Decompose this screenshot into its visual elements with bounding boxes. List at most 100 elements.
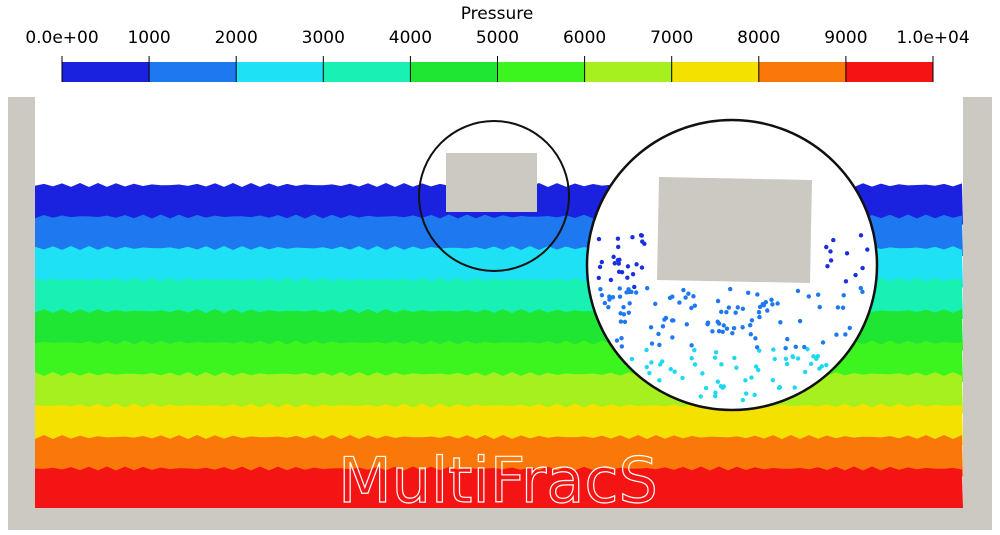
particle (614, 338, 620, 343)
particle (634, 262, 639, 267)
particle (858, 285, 863, 291)
particle (619, 344, 625, 349)
particle (721, 384, 727, 389)
particle (632, 284, 637, 290)
particle (754, 345, 760, 350)
particle (626, 310, 632, 315)
particle (686, 291, 691, 296)
particle (860, 265, 865, 271)
block (446, 153, 537, 212)
particle (775, 301, 780, 306)
particle-layer (35, 435, 963, 477)
zoom-source-circle (418, 120, 570, 272)
colorbar-tick-label: 8000 (737, 28, 780, 48)
particle (783, 346, 788, 351)
particle (785, 336, 790, 342)
particle (625, 264, 631, 269)
particle (644, 286, 650, 291)
particle (795, 288, 801, 294)
particle (724, 326, 730, 331)
particle (639, 265, 645, 270)
particle (790, 354, 795, 359)
particle (710, 329, 715, 334)
watermark: MultiFracS (338, 444, 658, 517)
particle (681, 287, 686, 293)
particle (765, 308, 770, 313)
colorbar-swatch (236, 62, 324, 82)
particle (660, 324, 666, 329)
particle (740, 325, 745, 330)
particle (627, 301, 632, 306)
particle (617, 294, 623, 299)
particle (715, 298, 721, 304)
colorbar-tick-label: 1000 (127, 28, 170, 48)
particle (607, 294, 612, 299)
zoom-block (657, 177, 812, 283)
particle (840, 305, 846, 310)
particle (608, 277, 614, 283)
particle (730, 330, 735, 336)
particle (647, 370, 652, 376)
particle (630, 235, 635, 240)
particle (606, 304, 611, 310)
particle (640, 239, 645, 244)
particle (806, 294, 812, 299)
particle (770, 377, 776, 383)
particle (853, 272, 858, 278)
particle (669, 318, 675, 323)
particle (644, 364, 649, 370)
particle (597, 264, 603, 270)
particle (644, 347, 649, 353)
particle (792, 385, 797, 390)
particle (615, 236, 621, 241)
particle (860, 289, 865, 295)
particle (743, 391, 749, 396)
particle (783, 356, 789, 361)
particle (815, 292, 821, 297)
particle-layer (35, 466, 963, 508)
particle (820, 340, 826, 345)
particle (724, 309, 729, 315)
colorbar-swatch (410, 62, 498, 82)
particle (617, 286, 622, 291)
particle (757, 314, 762, 320)
particle (683, 295, 688, 300)
colorbar-tick-label: 0.0e+00 (25, 28, 98, 48)
particle (793, 344, 798, 350)
colorbar-swatch (149, 62, 237, 82)
particle (776, 385, 782, 391)
particle (763, 300, 769, 305)
colorbar-swatch (845, 62, 934, 82)
particle (811, 354, 816, 359)
particle (670, 294, 675, 299)
colorbar-tick-label: 6000 (563, 28, 606, 48)
particle (772, 356, 777, 362)
particle (691, 294, 696, 299)
particle (599, 293, 605, 298)
particle (732, 355, 737, 361)
particle (720, 329, 725, 335)
particle (835, 305, 841, 310)
particle (805, 347, 810, 352)
colorbar-swatch (497, 62, 586, 82)
particle (865, 247, 870, 252)
particle (753, 336, 758, 341)
particle (712, 355, 718, 360)
particle (705, 320, 711, 325)
particle (692, 303, 698, 308)
colorbar: 0.0e+00 1000 2000 3000 4000 5000 6000 7000 8000 9… (25, 28, 970, 82)
right-wall (963, 97, 992, 530)
colorbar-title: Pressure (461, 4, 534, 24)
particle (847, 325, 852, 331)
particle (660, 359, 665, 364)
colorbar-tick-label: 9000 (824, 28, 867, 48)
zoom-particles (596, 232, 870, 403)
particle (657, 342, 662, 348)
particle (843, 332, 848, 337)
particle (808, 361, 814, 367)
particle (757, 348, 762, 353)
particle (689, 355, 694, 361)
particle (619, 269, 625, 275)
particle (668, 366, 673, 372)
particle (618, 311, 623, 316)
